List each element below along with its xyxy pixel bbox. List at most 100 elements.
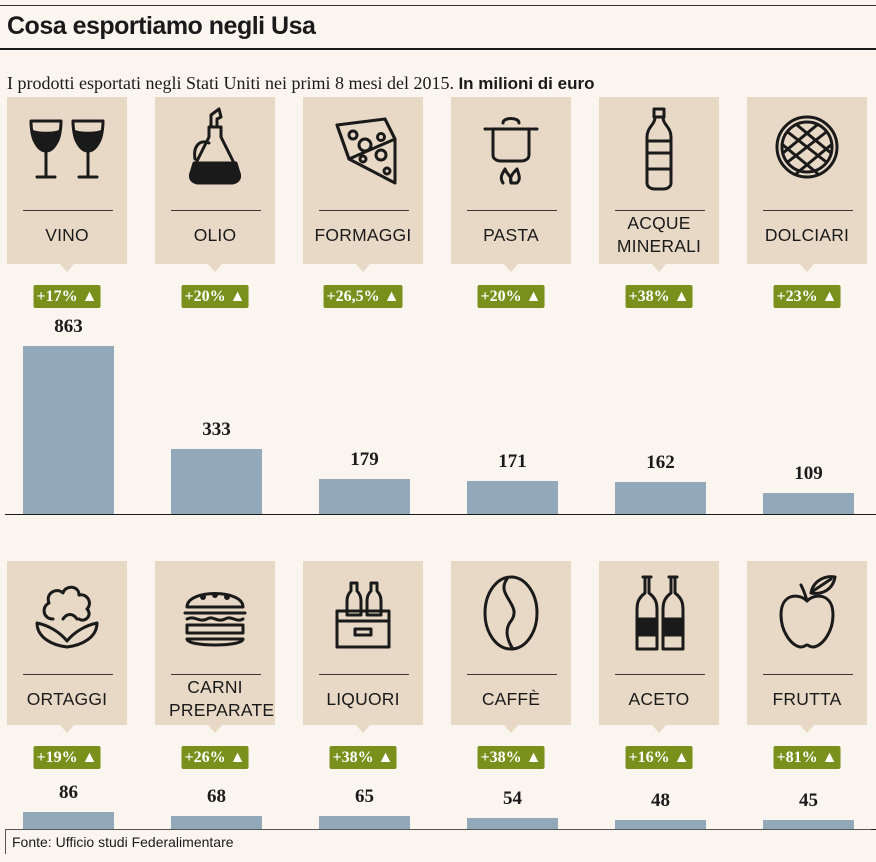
- chart-title: Cosa esportiamo negli Usa: [7, 12, 316, 40]
- card-separator: [23, 674, 113, 675]
- value-label: 863: [54, 316, 83, 337]
- pot-icon: [451, 97, 571, 197]
- bar-formaggi: [319, 479, 410, 514]
- coffee-bean-icon: [451, 561, 571, 661]
- category-card-acque-minerali: ACQUE MINERALI: [599, 97, 719, 264]
- value-label: 162: [646, 452, 675, 474]
- category-card-carni-preparate: CARNI PREPARATE: [155, 561, 275, 725]
- category-label: OLIO: [193, 225, 237, 245]
- category-label: CAFFÈ: [481, 689, 541, 709]
- card-pointer: [652, 264, 666, 272]
- card-separator: [467, 674, 557, 675]
- category-card-liquori: LIQUORI: [303, 561, 423, 725]
- change-badge: +19% ▲: [33, 746, 101, 769]
- baseline-row-1: [5, 514, 876, 515]
- category-label: FORMAGGI: [314, 225, 412, 245]
- card-separator: [763, 210, 853, 211]
- card-pointer: [356, 264, 370, 272]
- value-label: 179: [350, 449, 379, 471]
- value-label: 65: [355, 786, 374, 808]
- bar-acque-minerali: [615, 482, 706, 514]
- category-card-ortaggi: ORTAGGI: [7, 561, 127, 725]
- change-badge: +20% ▲: [477, 285, 545, 308]
- card-separator: [467, 210, 557, 211]
- category-card-olio: OLIO: [155, 97, 275, 264]
- change-badge: +38% ▲: [625, 285, 693, 308]
- bottle-crate-icon: [303, 561, 423, 661]
- change-badge: +38% ▲: [477, 746, 545, 769]
- change-badge: +20% ▲: [181, 285, 249, 308]
- category-card-vino: VINO: [7, 97, 127, 264]
- card-separator: [171, 210, 261, 211]
- value-label: 48: [651, 789, 670, 811]
- wine-glasses-icon: [7, 97, 127, 197]
- card-pointer: [652, 725, 666, 733]
- value-label: 109: [794, 462, 823, 484]
- value-label: 54: [503, 788, 522, 810]
- bar-ortaggi: [23, 812, 114, 829]
- category-label: LIQUORI: [326, 689, 400, 709]
- card-pointer: [504, 725, 518, 733]
- change-badge: +81% ▲: [773, 746, 841, 769]
- card-pointer: [60, 725, 74, 733]
- card-separator: [171, 674, 261, 675]
- card-separator: [615, 210, 705, 211]
- bar-pasta: [467, 480, 558, 514]
- value-label: 171: [498, 450, 527, 472]
- change-badge: +16% ▲: [625, 746, 693, 769]
- apple-icon: [747, 561, 867, 661]
- category-label: FRUTTA: [772, 689, 842, 709]
- card-pointer: [504, 264, 518, 272]
- value-label: 333: [202, 419, 231, 441]
- value-label: 45: [799, 790, 818, 812]
- change-badge: +38% ▲: [329, 746, 397, 769]
- category-label: CARNI PREPARATE: [169, 677, 275, 720]
- title-rule: [0, 48, 876, 50]
- chart-subtitle: I prodotti esportati negli Stati Uniti n…: [7, 73, 594, 94]
- bar-liquori: [319, 816, 410, 829]
- bar-olio: [171, 449, 262, 514]
- change-badge: +26% ▲: [181, 746, 249, 769]
- bar-carni-preparate: [171, 815, 262, 829]
- category-label: VINO: [45, 225, 89, 245]
- bar-caffe: [467, 818, 558, 829]
- category-card-formaggi: FORMAGGI: [303, 97, 423, 264]
- bar-frutta: [763, 820, 854, 829]
- bottle-icon: [599, 97, 719, 197]
- card-pointer: [208, 264, 222, 272]
- vinegar-bottles-icon: [599, 561, 719, 661]
- cauliflower-icon: [7, 561, 127, 661]
- category-card-dolciari: DOLCIARI: [747, 97, 867, 264]
- category-card-frutta: FRUTTA: [747, 561, 867, 725]
- card-pointer: [208, 725, 222, 733]
- bar-aceto: [615, 819, 706, 829]
- card-separator: [23, 210, 113, 211]
- change-badge: +23% ▲: [773, 285, 841, 308]
- card-separator: [319, 210, 409, 211]
- bar-dolciari: [763, 492, 854, 514]
- value-label: 68: [207, 785, 226, 807]
- category-card-caffe: CAFFÈ: [451, 561, 571, 725]
- card-separator: [319, 674, 409, 675]
- value-label: 86: [59, 782, 78, 804]
- bar-vino: [23, 346, 114, 514]
- card-pointer: [60, 264, 74, 272]
- category-card-aceto: ACETO: [599, 561, 719, 725]
- card-separator: [763, 674, 853, 675]
- category-label: DOLCIARI: [764, 225, 850, 245]
- card-pointer: [800, 725, 814, 733]
- card-separator: [615, 674, 705, 675]
- source-note: Fonte: Ufficio studi Federalimentare: [5, 829, 871, 854]
- subtitle-unit: In milioni di euro: [458, 74, 595, 93]
- category-label: ACQUE MINERALI: [616, 213, 702, 256]
- category-card-pasta: PASTA: [451, 97, 571, 264]
- waffle-icon: [747, 97, 867, 197]
- subtitle-text: I prodotti esportati negli Stati Uniti n…: [7, 73, 454, 93]
- oil-cruet-icon: [155, 97, 275, 197]
- category-label: PASTA: [483, 225, 539, 245]
- category-label: ORTAGGI: [26, 689, 108, 709]
- card-pointer: [800, 264, 814, 272]
- burger-icon: [155, 561, 275, 661]
- category-label: ACETO: [628, 689, 690, 709]
- top-rule: [0, 5, 876, 6]
